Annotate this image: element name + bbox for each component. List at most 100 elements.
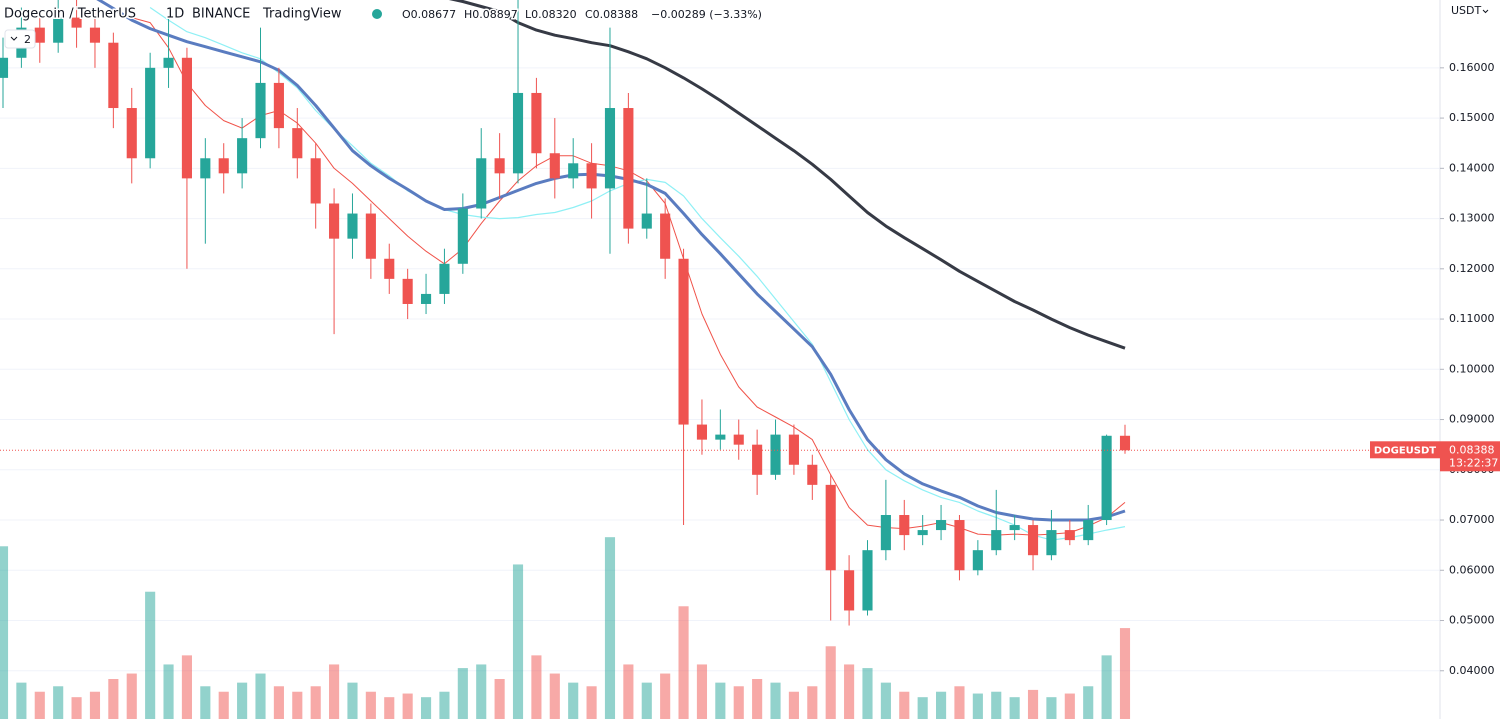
y-tick-label: 0.09000 bbox=[1449, 413, 1495, 426]
candle-body bbox=[1046, 530, 1057, 556]
candle-body bbox=[972, 550, 983, 571]
volume-bar bbox=[678, 606, 689, 719]
volume-bar bbox=[972, 693, 983, 719]
volume-bar bbox=[844, 664, 855, 719]
candle-body bbox=[752, 444, 763, 475]
candle-body bbox=[237, 138, 248, 174]
candle-body bbox=[1101, 435, 1112, 521]
candle-body bbox=[715, 434, 726, 440]
currency[interactable]: USDT bbox=[1451, 4, 1482, 17]
volume-bar bbox=[899, 691, 910, 719]
volume-bar bbox=[1119, 628, 1131, 719]
candle-body bbox=[200, 158, 211, 179]
volume-bar bbox=[0, 546, 9, 719]
volume-bar bbox=[71, 697, 82, 719]
volume-bar bbox=[126, 673, 137, 719]
volume-bar bbox=[807, 686, 818, 719]
currency-chevron bbox=[1482, 9, 1489, 14]
candle-body bbox=[880, 515, 891, 551]
volume-bar bbox=[145, 591, 156, 719]
interval: 1D bbox=[166, 7, 184, 22]
candle-body bbox=[163, 57, 174, 68]
candle-body bbox=[770, 434, 781, 475]
candle-body bbox=[1119, 435, 1131, 451]
volume-bar bbox=[696, 664, 708, 719]
market-status bbox=[372, 9, 382, 19]
candle-body bbox=[218, 158, 229, 174]
candle-body bbox=[71, 17, 82, 28]
volume-bar bbox=[1064, 693, 1075, 719]
volume-bar bbox=[365, 691, 376, 719]
candle-body bbox=[623, 108, 634, 229]
volume-bar bbox=[752, 679, 763, 719]
candle-body bbox=[310, 158, 321, 204]
price-tag: 0.08388 bbox=[1449, 443, 1495, 456]
candle-body bbox=[1009, 525, 1020, 531]
volume-bar bbox=[549, 673, 560, 719]
candle-body bbox=[678, 258, 689, 425]
volume-bar bbox=[347, 682, 358, 719]
volume-bar bbox=[917, 697, 928, 719]
indicator-toggle[interactable] bbox=[4, 29, 36, 49]
candle-body bbox=[696, 424, 708, 440]
volume-bar bbox=[273, 686, 284, 719]
ohlc-high: H0.08897 bbox=[464, 8, 518, 21]
volume-bar bbox=[255, 673, 266, 719]
volume-bar bbox=[788, 691, 799, 719]
volume-bar bbox=[862, 668, 873, 719]
volume-bar bbox=[512, 564, 524, 719]
candle-body bbox=[549, 153, 560, 179]
candle-body bbox=[733, 434, 744, 445]
volume-bar bbox=[89, 691, 101, 719]
candle-body bbox=[34, 27, 45, 43]
volume-bar bbox=[1101, 655, 1112, 719]
candle-body bbox=[273, 82, 284, 129]
candle-body bbox=[329, 203, 340, 239]
candle-body bbox=[660, 213, 671, 259]
volume-bar bbox=[770, 682, 781, 719]
volume-pane bbox=[0, 537, 1131, 719]
candle-body bbox=[844, 570, 855, 611]
volume-bar bbox=[16, 682, 27, 719]
candle-body bbox=[108, 42, 119, 109]
candles bbox=[0, 0, 1131, 626]
volume-bar bbox=[310, 686, 321, 719]
volume-bar bbox=[292, 691, 303, 719]
ohlc-close: C0.08388 bbox=[585, 8, 638, 21]
volume-bar bbox=[402, 693, 413, 719]
volume-bar bbox=[163, 664, 174, 719]
change: −0.00289 (−3.33%) bbox=[651, 8, 762, 21]
candle-body bbox=[365, 213, 376, 259]
candle-body bbox=[899, 515, 910, 536]
candle-body bbox=[255, 82, 266, 139]
y-tick-label: 0.15000 bbox=[1449, 111, 1495, 124]
y-tick-label: 0.10000 bbox=[1449, 362, 1495, 375]
candle-body bbox=[954, 520, 965, 571]
symbol[interactable]: Dogecoin / TetherUS bbox=[3, 5, 138, 23]
candle-body bbox=[991, 530, 1002, 551]
candle-body bbox=[402, 278, 413, 304]
symbol-tag: DOGEUSDT bbox=[1374, 445, 1436, 456]
countdown: 13:22:37 bbox=[1449, 456, 1498, 469]
candle-body bbox=[126, 108, 137, 159]
volume-bar bbox=[439, 691, 450, 719]
volume-bar bbox=[733, 686, 744, 719]
volume-bar bbox=[329, 664, 340, 719]
candle-body bbox=[531, 92, 542, 154]
candle-body bbox=[862, 550, 873, 611]
volume-bar bbox=[936, 691, 947, 719]
volume-bar bbox=[1046, 697, 1057, 719]
y-tick-label: 0.06000 bbox=[1449, 563, 1495, 576]
y-tick-label: 0.05000 bbox=[1449, 614, 1495, 627]
candle-body bbox=[568, 163, 579, 179]
candle-body bbox=[825, 484, 836, 571]
candle-body bbox=[641, 213, 652, 229]
candle-body bbox=[181, 57, 192, 179]
volume-bar bbox=[457, 668, 468, 719]
volume-bar bbox=[604, 537, 616, 719]
candle-body bbox=[586, 163, 597, 189]
candle-body bbox=[439, 263, 450, 294]
candle-body bbox=[1083, 520, 1094, 541]
